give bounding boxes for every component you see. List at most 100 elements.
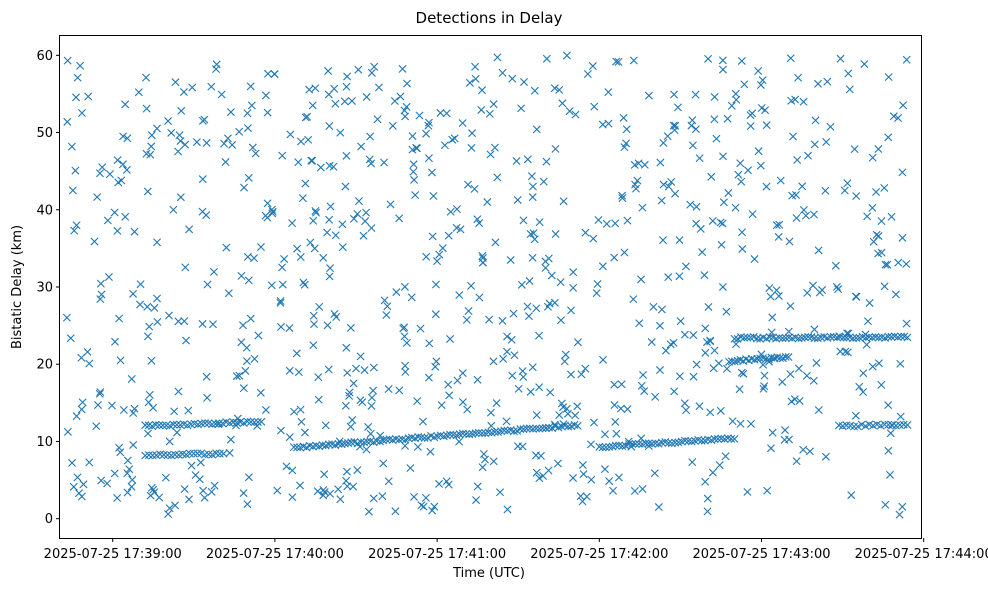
- detection-marker: [884, 446, 893, 455]
- detection-marker: [567, 306, 576, 315]
- detection-marker: [502, 417, 511, 426]
- detection-marker: [784, 333, 793, 342]
- detection-marker: [296, 253, 305, 262]
- detection-marker: [695, 402, 704, 411]
- detection-marker: [859, 369, 868, 378]
- detection-marker: [77, 353, 86, 362]
- detection-marker: [888, 421, 897, 430]
- detection-marker: [532, 411, 541, 420]
- detection-marker: [629, 295, 638, 304]
- detection-marker: [261, 405, 270, 414]
- detection-marker: [215, 419, 224, 428]
- detection-marker: [671, 438, 680, 447]
- detection-marker: [250, 354, 259, 363]
- detection-marker: [523, 155, 532, 164]
- detection-marker: [763, 486, 772, 495]
- detection-marker: [610, 253, 619, 262]
- detection-marker: [455, 430, 464, 439]
- detection-marker: [263, 69, 272, 78]
- detection-marker: [721, 452, 730, 461]
- detection-marker: [312, 441, 321, 450]
- detection-marker: [179, 87, 188, 96]
- detection-marker: [263, 199, 272, 208]
- detection-marker: [422, 252, 431, 261]
- detection-marker: [277, 322, 285, 331]
- detection-marker: [416, 324, 425, 333]
- x-tick-label: 2025-07-25 17:39:00: [44, 547, 182, 562]
- detection-marker: [418, 417, 427, 426]
- detection-marker: [610, 401, 619, 410]
- detection-marker: [70, 226, 79, 235]
- detection-marker: [382, 435, 391, 444]
- detection-marker: [815, 288, 824, 297]
- detection-marker: [855, 333, 864, 342]
- detection-marker: [165, 504, 174, 513]
- detection-marker: [737, 56, 746, 65]
- detection-marker: [814, 79, 822, 88]
- detection-marker: [436, 108, 445, 117]
- detection-marker: [359, 231, 368, 240]
- detection-marker: [325, 272, 334, 281]
- detection-marker: [345, 388, 354, 397]
- detection-marker: [342, 82, 351, 91]
- detection-marker: [319, 486, 328, 495]
- detection-marker: [294, 368, 303, 377]
- detection-marker: [478, 463, 487, 472]
- detection-marker: [595, 442, 604, 451]
- detection-marker: [676, 317, 685, 326]
- detection-marker: [851, 411, 860, 420]
- detection-marker: [380, 158, 389, 167]
- detection-marker: [346, 323, 355, 332]
- detection-marker: [594, 216, 603, 224]
- detection-marker: [203, 393, 212, 402]
- detection-marker: [69, 482, 78, 491]
- detection-marker: [809, 376, 818, 385]
- detection-marker: [471, 74, 480, 83]
- detection-marker: [110, 469, 119, 478]
- detection-marker: [648, 439, 657, 448]
- detection-marker: [409, 167, 418, 176]
- detection-marker: [343, 482, 352, 491]
- detection-marker: [207, 487, 216, 496]
- detection-marker: [116, 356, 125, 365]
- detection-marker: [268, 207, 277, 216]
- detection-marker: [273, 486, 282, 495]
- detection-marker: [311, 84, 320, 93]
- detection-marker: [337, 440, 346, 449]
- detection-marker: [103, 479, 112, 488]
- detection-marker: [370, 62, 379, 71]
- detection-marker: [483, 198, 492, 207]
- detection-marker: [340, 97, 349, 106]
- detection-marker: [384, 477, 393, 486]
- detection-marker: [390, 97, 399, 105]
- y-tick-label: 0: [45, 512, 53, 527]
- detection-marker: [731, 203, 740, 212]
- detection-marker: [896, 412, 905, 421]
- detection-marker: [525, 424, 534, 433]
- detection-marker: [304, 135, 313, 144]
- detection-marker: [611, 417, 620, 426]
- detection-marker: [624, 437, 633, 446]
- detection-marker: [463, 180, 472, 189]
- detection-marker: [734, 170, 743, 179]
- detection-marker: [244, 276, 253, 285]
- detection-marker: [833, 333, 841, 342]
- detection-marker: [413, 397, 422, 406]
- detection-marker: [224, 289, 233, 298]
- detection-marker: [799, 206, 808, 214]
- detection-marker: [893, 333, 902, 342]
- detection-marker: [703, 494, 712, 503]
- detection-marker: [611, 219, 620, 228]
- detection-marker: [475, 219, 484, 228]
- detection-marker: [674, 438, 683, 447]
- detection-marker: [286, 130, 295, 139]
- detection-marker: [113, 226, 122, 235]
- detection-marker: [855, 382, 864, 391]
- detection-marker: [400, 282, 409, 291]
- detection-marker: [647, 338, 656, 347]
- detection-marker: [185, 449, 194, 458]
- detection-marker: [308, 101, 317, 110]
- detection-marker: [373, 115, 382, 124]
- detection-marker: [736, 419, 745, 428]
- detection-marker: [200, 450, 209, 459]
